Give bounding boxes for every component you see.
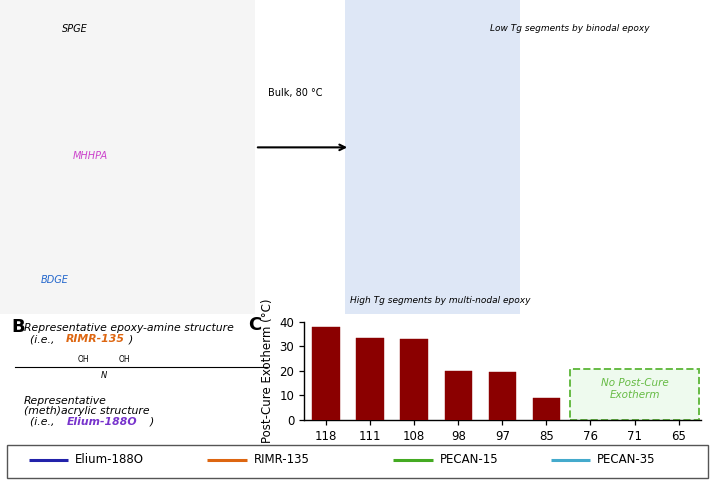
Text: PECAN-15: PECAN-15 [440, 453, 498, 466]
Bar [7, 444, 708, 478]
Text: ): ) [150, 417, 154, 427]
Text: RIMR-135: RIMR-135 [254, 453, 310, 466]
Text: B: B [12, 318, 26, 336]
Text: Representative epoxy-amine structure: Representative epoxy-amine structure [24, 323, 234, 333]
Text: (i.e.,: (i.e., [30, 417, 58, 427]
Bar [533, 398, 560, 420]
Text: Elium-188O: Elium-188O [66, 417, 137, 427]
Text: No Post-Cure
Exotherm: No Post-Cure Exotherm [601, 378, 669, 400]
Text: Bulk, 80 °C: Bulk, 80 °C [267, 88, 322, 98]
Text: High Tg segments by multi-nodal epoxy: High Tg segments by multi-nodal epoxy [350, 296, 531, 305]
Text: MHHPA: MHHPA [72, 151, 107, 161]
Bar [312, 326, 340, 420]
Text: Elium-188O: Elium-188O [75, 453, 144, 466]
Bar [0, 0, 255, 314]
Text: N: N [101, 371, 107, 380]
Text: OH: OH [77, 355, 89, 364]
Bar [400, 339, 428, 420]
Text: OH: OH [119, 355, 130, 364]
Text: SPGE: SPGE [62, 24, 88, 34]
Text: (i.e.,: (i.e., [30, 335, 58, 344]
Text: (meth)acrylic structure: (meth)acrylic structure [24, 406, 149, 416]
Text: Low Tg segments by binodal epoxy: Low Tg segments by binodal epoxy [490, 24, 650, 33]
Text: ): ) [129, 335, 133, 344]
Text: Representative: Representative [24, 396, 107, 406]
Text: PECAN-35: PECAN-35 [597, 453, 656, 466]
Text: C: C [248, 316, 262, 334]
Bar [445, 371, 472, 420]
Bar [356, 337, 384, 420]
Text: RIMR-135: RIMR-135 [65, 335, 124, 344]
Bar [345, 0, 520, 314]
Text: BDGE: BDGE [41, 275, 69, 285]
Y-axis label: Post-Cure Exotherm (°C): Post-Cure Exotherm (°C) [261, 299, 274, 443]
Bar [570, 369, 699, 420]
Bar [488, 372, 516, 420]
X-axis label: PECAN $T_g$: PECAN $T_g$ [472, 447, 533, 464]
